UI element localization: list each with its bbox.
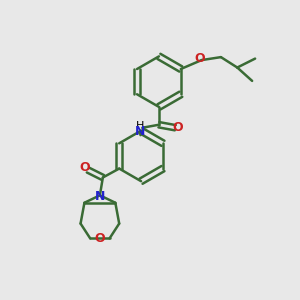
- Text: O: O: [79, 161, 90, 175]
- Text: O: O: [94, 232, 105, 245]
- Text: H: H: [136, 121, 145, 130]
- Text: N: N: [95, 190, 105, 203]
- Text: O: O: [172, 121, 183, 134]
- Text: N: N: [135, 125, 146, 138]
- Text: O: O: [195, 52, 206, 65]
